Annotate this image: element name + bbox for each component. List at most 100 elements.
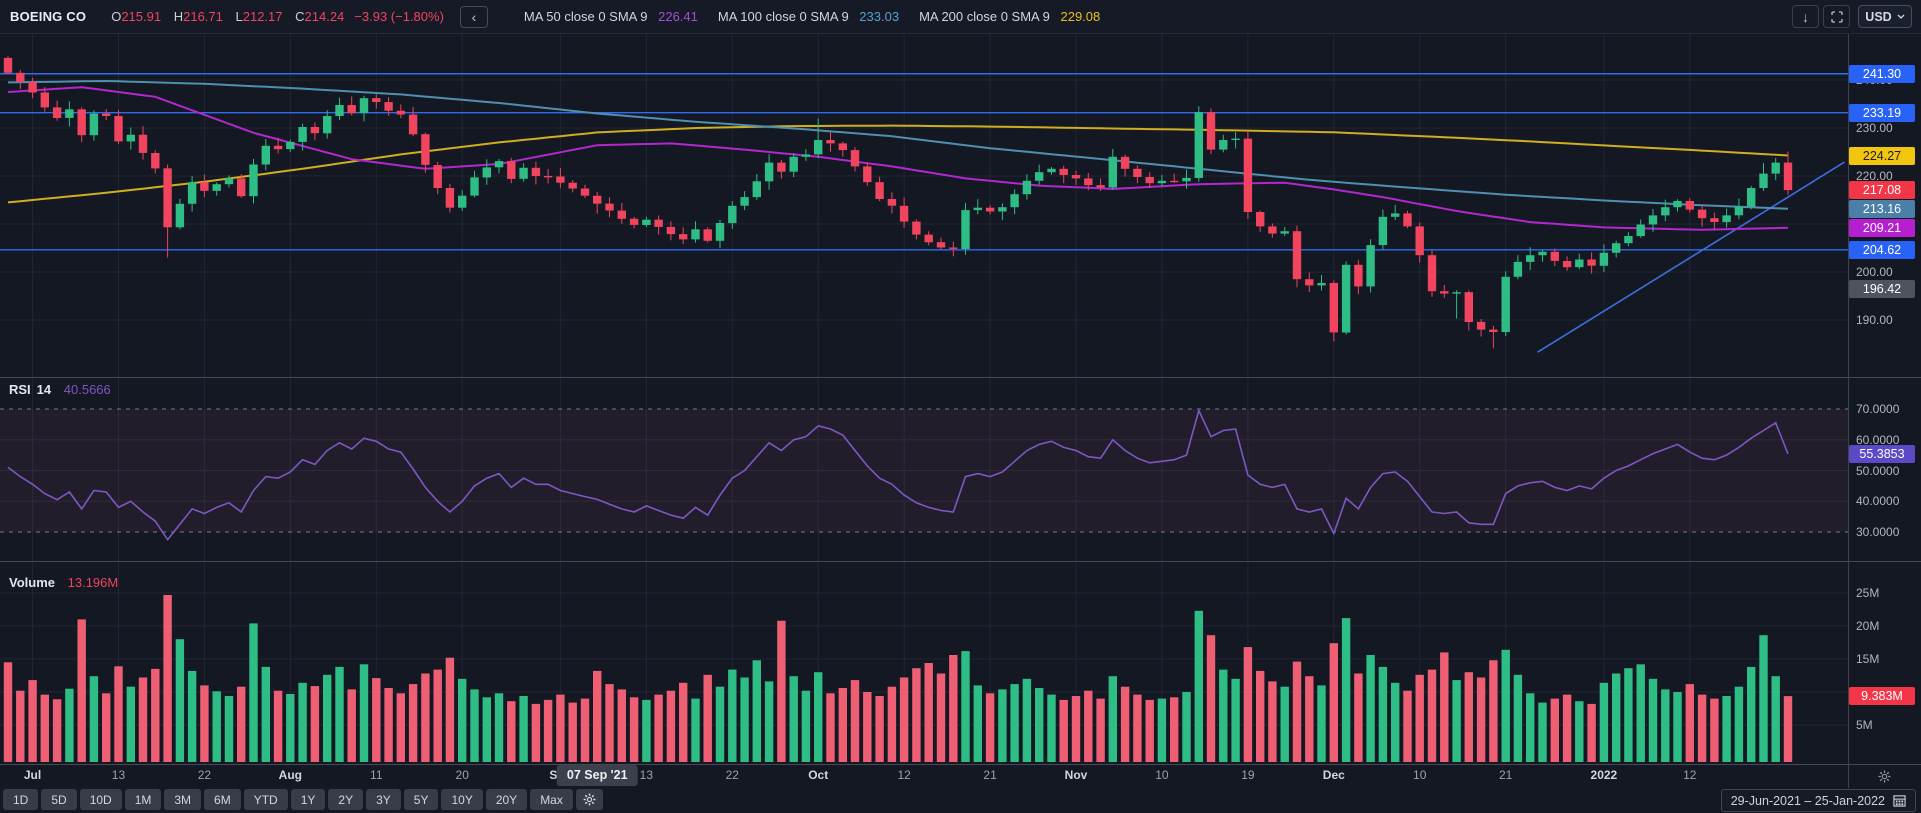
time-axis-day-label: 20 <box>455 768 469 782</box>
volume-value-badge: 9.383M <box>1849 687 1915 706</box>
price-badge: 213.16 <box>1849 199 1915 218</box>
price-badge: 241.30 <box>1849 64 1915 83</box>
ma100-label: MA 100 close 0 SMA 9 <box>717 9 849 24</box>
range-button-20y[interactable]: 20Y <box>485 789 528 810</box>
currency-label: USD <box>1865 9 1892 24</box>
time-axis-day-label: 10 <box>1155 768 1169 782</box>
date-range-picker[interactable]: 29-Jun-2021 – 25-Jan-2022 <box>1720 789 1916 812</box>
time-axis-tooltip: 07 Sep '21 <box>556 765 638 786</box>
range-button-5y[interactable]: 5Y <box>403 789 439 810</box>
time-axis-day-label: 10 <box>1413 768 1427 782</box>
price-badge: 233.19 <box>1849 103 1915 122</box>
time-axis-month-label: Nov <box>1064 768 1088 782</box>
time-axis-day-label: 13 <box>111 768 126 782</box>
collapse-indicators-button[interactable]: ‹ <box>459 5 488 28</box>
fullscreen-button[interactable] <box>1823 5 1850 28</box>
chevron-left-icon: ‹ <box>471 8 477 25</box>
price-badge: 224.27 <box>1849 146 1915 165</box>
range-button-3m[interactable]: 3M <box>164 789 202 810</box>
open-label: O <box>111 9 122 24</box>
rsi-tick: 60.0000 <box>1856 432 1900 447</box>
change-value: −3.93 (−1.80%) <box>354 9 444 24</box>
toolbar-settings-button[interactable] <box>575 789 603 810</box>
range-button-1d[interactable]: 1D <box>3 789 39 810</box>
time-axis-settings-button[interactable] <box>1848 765 1921 788</box>
price-scale-border <box>1848 0 1849 788</box>
range-button-10y[interactable]: 10Y <box>441 789 483 810</box>
gear-icon <box>583 793 596 806</box>
range-button-5d[interactable]: 5D <box>41 789 77 810</box>
time-axis-month-label: Jul <box>23 768 42 782</box>
range-button-ytd[interactable]: YTD <box>243 789 288 810</box>
range-button-1m[interactable]: 1M <box>124 789 162 810</box>
range-button-6m[interactable]: 6M <box>204 789 241 810</box>
high-label: H <box>173 9 184 24</box>
range-button-10d[interactable]: 10D <box>79 789 122 810</box>
calendar-icon <box>1893 795 1906 807</box>
close-label: C <box>295 9 305 24</box>
ma200-value: 229.08 <box>1060 9 1101 24</box>
time-axis-day-label: 19 <box>1241 768 1255 782</box>
ma200-legend[interactable]: MA 200 close 0 SMA 9 229.08 <box>919 9 1100 24</box>
volume-value: 13.196M <box>67 575 119 590</box>
ma50-legend[interactable]: MA 50 close 0 SMA 9 226.41 <box>524 9 698 24</box>
rsi-tick: 30.0000 <box>1856 525 1900 539</box>
volume-title: Volume <box>9 575 55 590</box>
price-tick: 200.00 <box>1856 265 1893 279</box>
time-axis-month-label: 2022 <box>1590 768 1618 782</box>
high-value: 216.71 <box>183 9 223 24</box>
range-button-2y[interactable]: 2Y <box>328 789 364 810</box>
download-icon: ↓ <box>1802 8 1809 25</box>
price-tick: 190.00 <box>1856 313 1893 327</box>
time-axis-day-label: 22 <box>725 768 739 782</box>
rsi-value: 40.5666 <box>63 382 111 397</box>
rsi-tick: 70.0000 <box>1856 402 1900 416</box>
fullscreen-icon <box>1830 10 1843 23</box>
rsi-title: RSI <box>9 382 31 397</box>
ma50-value: 226.41 <box>658 9 698 24</box>
time-axis-day-label: 21 <box>983 768 997 782</box>
time-axis-day-label: 11 <box>370 768 383 782</box>
range-button-3y[interactable]: 3Y <box>366 789 401 810</box>
time-axis-day-label: 12 <box>1683 768 1697 782</box>
rsi-tick: 40.0000 <box>1856 494 1900 509</box>
rsi-legend[interactable]: RSI 14 40.5666 <box>9 382 111 397</box>
price-badge: 217.08 <box>1849 181 1915 200</box>
low-label: L <box>235 9 243 24</box>
price-chart-canvas[interactable] <box>0 0 1848 765</box>
pane-separator[interactable] <box>0 561 1921 562</box>
price-badge: 209.21 <box>1849 218 1915 237</box>
time-axis-month-label: Oct <box>808 768 829 782</box>
download-button[interactable]: ↓ <box>1792 5 1819 28</box>
time-axis[interactable]: Jul1322Aug1120Sep1322Oct1221Nov1019Dec10… <box>0 765 1848 788</box>
chevron-down-icon <box>1897 14 1905 19</box>
range-button-1y[interactable]: 1Y <box>290 789 326 810</box>
close-value: 214.24 <box>304 9 345 24</box>
pane-separator[interactable] <box>0 377 1921 378</box>
time-axis-day-label: 22 <box>197 768 212 782</box>
time-axis-day-label: 21 <box>1498 768 1513 782</box>
rsi-param: 14 <box>36 382 52 397</box>
volume-tick: 20M <box>1856 619 1880 633</box>
range-button-max[interactable]: Max <box>530 789 573 810</box>
volume-tick: 15M <box>1856 652 1880 666</box>
time-axis-day-label: 13 <box>639 768 654 782</box>
volume-tick: 5M <box>1856 718 1873 732</box>
ma100-value: 233.03 <box>859 9 900 24</box>
currency-dropdown[interactable]: USD <box>1858 5 1912 28</box>
ma100-legend[interactable]: MA 100 close 0 SMA 9 233.03 <box>718 9 899 24</box>
ohlc-readout: O215.91 H216.71 L212.17 C214.24 <box>102 9 344 24</box>
volume-legend[interactable]: Volume 13.196M <box>9 575 118 590</box>
date-range-text: 29-Jun-2021 – 25-Jan-2022 <box>1730 793 1885 808</box>
open-value: 215.91 <box>121 9 162 24</box>
rsi-value-badge: 55.3853 <box>1849 444 1915 463</box>
time-axis-day-label: 12 <box>897 768 911 782</box>
ma50-label: MA 50 close 0 SMA 9 <box>523 9 648 24</box>
time-axis-month-label: Aug <box>278 768 303 782</box>
gear-icon <box>1878 770 1891 783</box>
low-value: 212.17 <box>242 9 283 24</box>
pane-separator <box>0 764 1921 765</box>
symbol-title[interactable]: BOEING CO <box>10 9 87 24</box>
price-tick: 220.00 <box>1856 169 1893 183</box>
